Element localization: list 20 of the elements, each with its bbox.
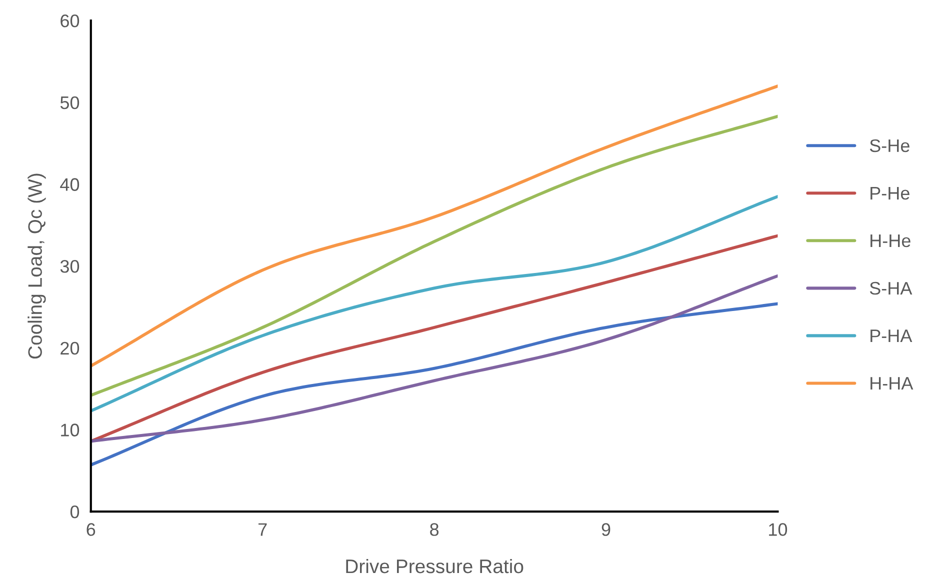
y-tick-label: 30 <box>60 260 80 273</box>
y-tick-label: 0 <box>70 505 80 518</box>
y-axis-title: Cooling Load, Qc (W) <box>28 174 46 359</box>
y-tick-label: 10 <box>61 424 80 436</box>
x-axis-title: Drive Pressure Ratio <box>346 558 524 574</box>
x-tick-label: 10 <box>769 523 788 536</box>
y-tick-label: 50 <box>60 96 80 110</box>
legend-label: P-HA <box>870 330 912 342</box>
legend-label: H-HA <box>870 377 914 390</box>
legend-label: P-He <box>870 187 910 200</box>
y-tick-label: 20 <box>60 342 80 355</box>
legend-label: S-HA <box>870 282 912 295</box>
x-tick-label: 7 <box>258 523 267 536</box>
x-tick-label: 8 <box>430 523 439 536</box>
legend-label: H-He <box>870 234 910 248</box>
y-tick-label: 60 <box>60 14 80 28</box>
legend-label: S-He <box>870 139 910 152</box>
y-tick-label: 40 <box>60 178 80 191</box>
x-tick-label: 6 <box>86 523 96 536</box>
x-tick-label: 9 <box>602 523 610 536</box>
